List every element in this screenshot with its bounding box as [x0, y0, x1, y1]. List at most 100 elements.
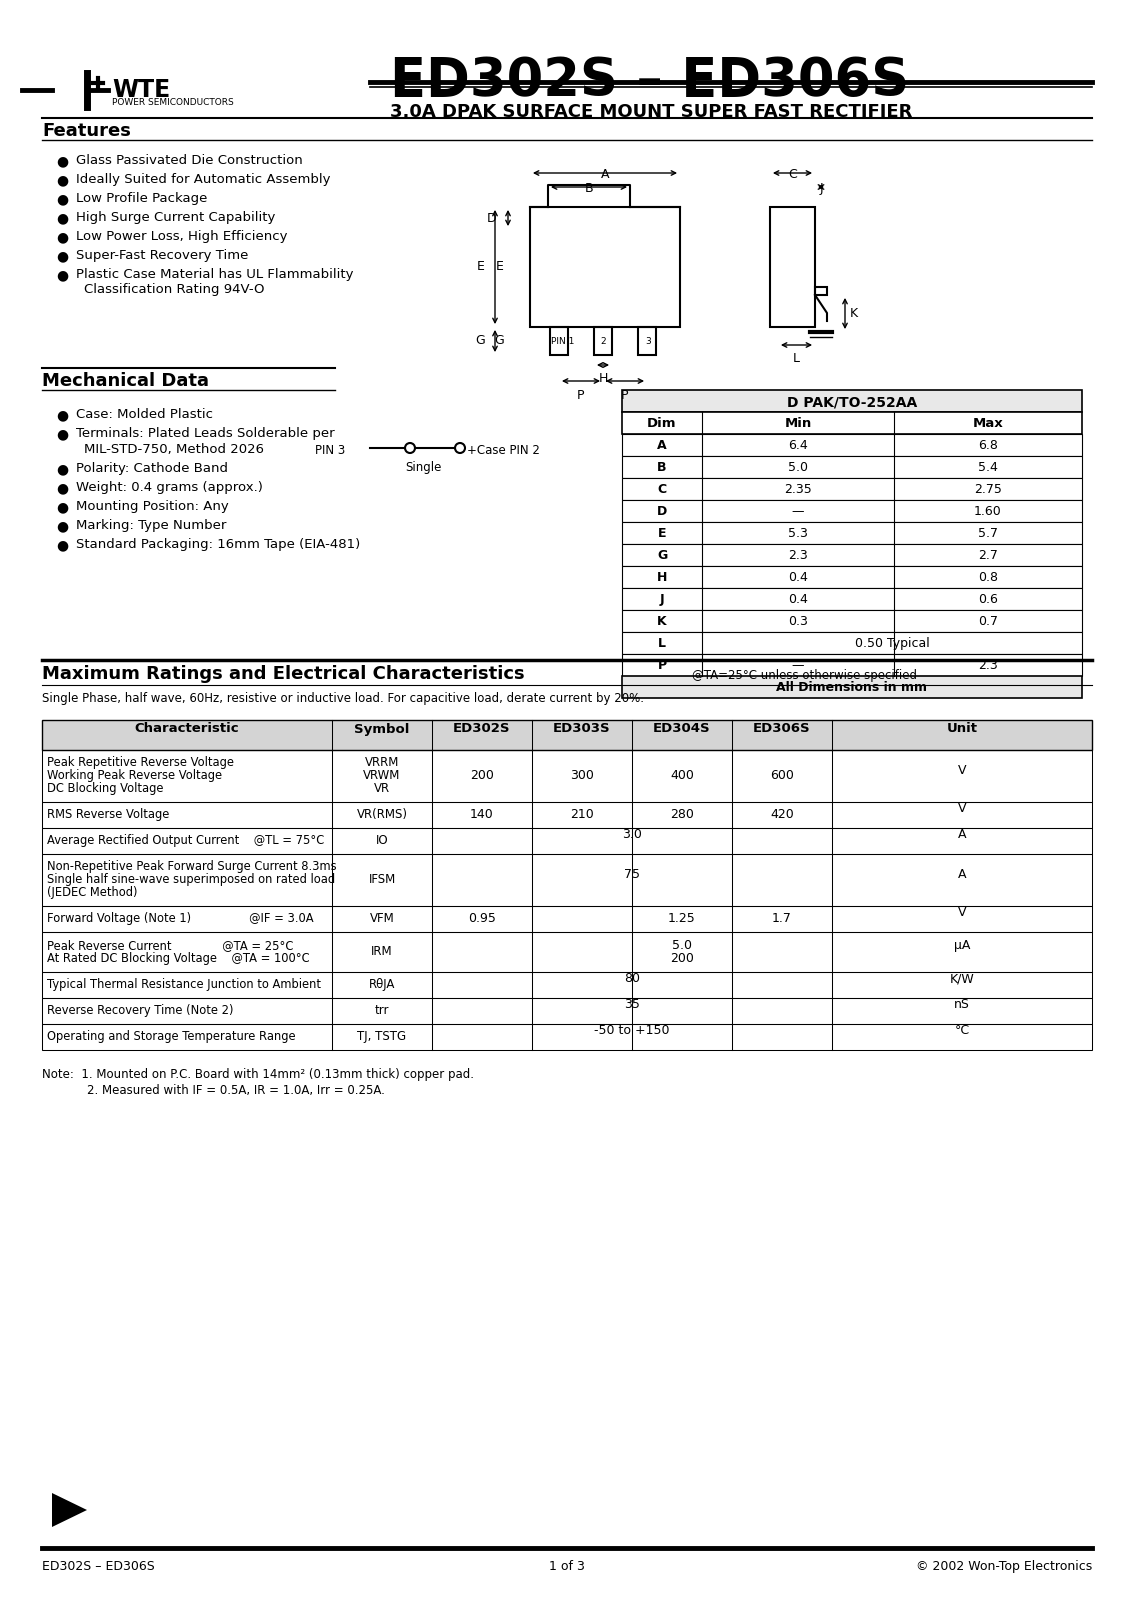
Text: ●: ●: [57, 462, 68, 477]
Text: Plastic Case Material has UL Flammability: Plastic Case Material has UL Flammabilit…: [76, 267, 354, 282]
Text: © 2002 Won-Top Electronics: © 2002 Won-Top Electronics: [916, 1560, 1093, 1573]
Polygon shape: [52, 1493, 87, 1526]
Text: VFM: VFM: [370, 912, 395, 925]
Text: 5.0: 5.0: [672, 939, 692, 952]
Text: A: A: [657, 438, 667, 451]
Text: 2: 2: [601, 338, 605, 346]
Bar: [42, 971, 1093, 998]
Text: H: H: [657, 571, 667, 584]
Text: ●: ●: [57, 499, 68, 514]
Text: 0.7: 0.7: [978, 614, 998, 627]
Text: Glass Passivated Die Construction: Glass Passivated Die Construction: [76, 154, 303, 166]
Bar: [622, 456, 1082, 478]
Text: ●: ●: [57, 482, 68, 494]
Bar: [42, 750, 1093, 802]
Text: PIN 3: PIN 3: [316, 443, 345, 458]
Text: 0.4: 0.4: [788, 571, 808, 584]
Bar: [770, 206, 815, 326]
Text: E: E: [497, 261, 504, 274]
Text: (JEDEC Method): (JEDEC Method): [48, 886, 138, 899]
Text: ED303S: ED303S: [553, 723, 611, 736]
Bar: [622, 544, 1082, 566]
Text: B: B: [657, 461, 667, 474]
Text: 3.0: 3.0: [622, 829, 642, 842]
Bar: [622, 434, 1082, 456]
Text: WTE: WTE: [112, 78, 171, 102]
Bar: [42, 829, 1093, 854]
Text: L: L: [793, 352, 800, 365]
Text: ●: ●: [57, 154, 68, 168]
Text: Case: Molded Plastic: Case: Molded Plastic: [76, 408, 213, 421]
Text: Symbol: Symbol: [354, 723, 409, 736]
Text: Polarity: Cathode Band: Polarity: Cathode Band: [76, 462, 228, 475]
Text: E: E: [658, 526, 666, 541]
Text: ●: ●: [57, 518, 68, 533]
Text: IO: IO: [375, 834, 388, 846]
Text: Typical Thermal Resistance Junction to Ambient: Typical Thermal Resistance Junction to A…: [48, 978, 321, 990]
Text: Max: Max: [973, 418, 1003, 430]
Text: 0.50 Typical: 0.50 Typical: [855, 637, 930, 650]
Text: G: G: [657, 549, 667, 562]
Text: K: K: [657, 614, 667, 627]
Text: Super-Fast Recovery Time: Super-Fast Recovery Time: [76, 250, 249, 262]
Text: IRM: IRM: [371, 946, 392, 958]
Text: IFSM: IFSM: [369, 874, 396, 886]
Text: 35: 35: [624, 998, 640, 1011]
Text: ●: ●: [57, 192, 68, 206]
Text: 5.7: 5.7: [978, 526, 998, 541]
Text: Standard Packaging: 16mm Tape (EIA-481): Standard Packaging: 16mm Tape (EIA-481): [76, 538, 361, 550]
Bar: [622, 522, 1082, 544]
Text: 6.4: 6.4: [788, 438, 808, 451]
Text: 3: 3: [645, 338, 650, 346]
Text: Mechanical Data: Mechanical Data: [42, 371, 209, 390]
Text: Reverse Recovery Time (Note 2): Reverse Recovery Time (Note 2): [48, 1005, 233, 1018]
Text: Note:  1. Mounted on P.C. Board with 14mm² (0.13mm thick) copper pad.: Note: 1. Mounted on P.C. Board with 14mm…: [42, 1069, 474, 1082]
Text: Maximum Ratings and Electrical Characteristics: Maximum Ratings and Electrical Character…: [42, 666, 525, 683]
Text: B: B: [585, 182, 594, 195]
Text: All Dimensions in mm: All Dimensions in mm: [777, 682, 927, 694]
Bar: [815, 286, 827, 294]
Text: 210: 210: [570, 808, 594, 821]
Text: V: V: [958, 763, 966, 776]
Text: C: C: [657, 483, 666, 496]
Text: ●: ●: [57, 408, 68, 422]
Text: 0.95: 0.95: [468, 912, 495, 925]
Text: A: A: [601, 168, 610, 181]
Bar: [622, 654, 1082, 675]
Bar: [622, 390, 1082, 411]
Text: ●: ●: [57, 173, 68, 187]
Bar: [622, 478, 1082, 499]
Bar: [550, 326, 568, 355]
Text: ED302S: ED302S: [454, 723, 511, 736]
Text: trr: trr: [374, 1005, 389, 1018]
Text: V: V: [958, 907, 966, 920]
Text: 2.3: 2.3: [978, 659, 998, 672]
Text: G: G: [475, 334, 485, 347]
Text: Features: Features: [42, 122, 131, 141]
Text: ●: ●: [57, 538, 68, 552]
Text: K/W: K/W: [950, 973, 975, 986]
Text: At Rated DC Blocking Voltage    @TA = 100°C: At Rated DC Blocking Voltage @TA = 100°C: [48, 952, 310, 965]
Text: DC Blocking Voltage: DC Blocking Voltage: [48, 782, 164, 795]
Text: J: J: [819, 182, 823, 195]
Text: 80: 80: [624, 973, 640, 986]
Text: 0.6: 0.6: [978, 594, 998, 606]
Text: Weight: 0.4 grams (approx.): Weight: 0.4 grams (approx.): [76, 482, 262, 494]
Bar: [42, 998, 1093, 1024]
Bar: [622, 587, 1082, 610]
Text: Dim: Dim: [647, 418, 676, 430]
Bar: [594, 326, 612, 355]
Bar: [42, 720, 1093, 750]
Text: POWER SEMICONDUCTORS: POWER SEMICONDUCTORS: [112, 98, 234, 107]
Text: G: G: [494, 334, 504, 347]
Text: Low Power Loss, High Efficiency: Low Power Loss, High Efficiency: [76, 230, 287, 243]
Text: 6.8: 6.8: [978, 438, 998, 451]
Bar: [42, 802, 1093, 829]
Text: VRWM: VRWM: [363, 770, 400, 782]
Text: ED304S: ED304S: [654, 723, 710, 736]
Text: P: P: [657, 659, 666, 672]
Text: TJ, TSTG: TJ, TSTG: [357, 1030, 406, 1043]
Text: @TA=25°C unless otherwise specified: @TA=25°C unless otherwise specified: [692, 669, 917, 682]
Text: —: —: [792, 659, 804, 672]
Text: 3.0A DPAK SURFACE MOUNT SUPER FAST RECTIFIER: 3.0A DPAK SURFACE MOUNT SUPER FAST RECTI…: [390, 102, 913, 122]
